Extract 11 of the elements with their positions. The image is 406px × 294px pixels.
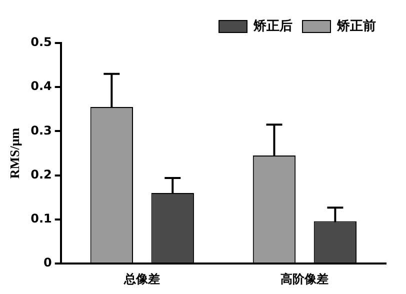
x-tick-label: 高阶像差	[280, 272, 329, 286]
x-tick-label: 总像差	[123, 272, 160, 286]
y-axis-title: RMS/μm	[7, 128, 22, 179]
y-tick-label: 0.3	[30, 123, 52, 138]
legend-label: 矫正后	[252, 18, 292, 34]
y-tick-label: 0.5	[30, 35, 52, 50]
y-tick-label: 0.2	[30, 167, 52, 182]
y-tick-label: 0.1	[30, 212, 52, 226]
legend-label: 矫正前	[336, 18, 376, 34]
y-tick-label: 0.4	[30, 79, 52, 94]
y-tick-label: 0	[44, 256, 52, 270]
